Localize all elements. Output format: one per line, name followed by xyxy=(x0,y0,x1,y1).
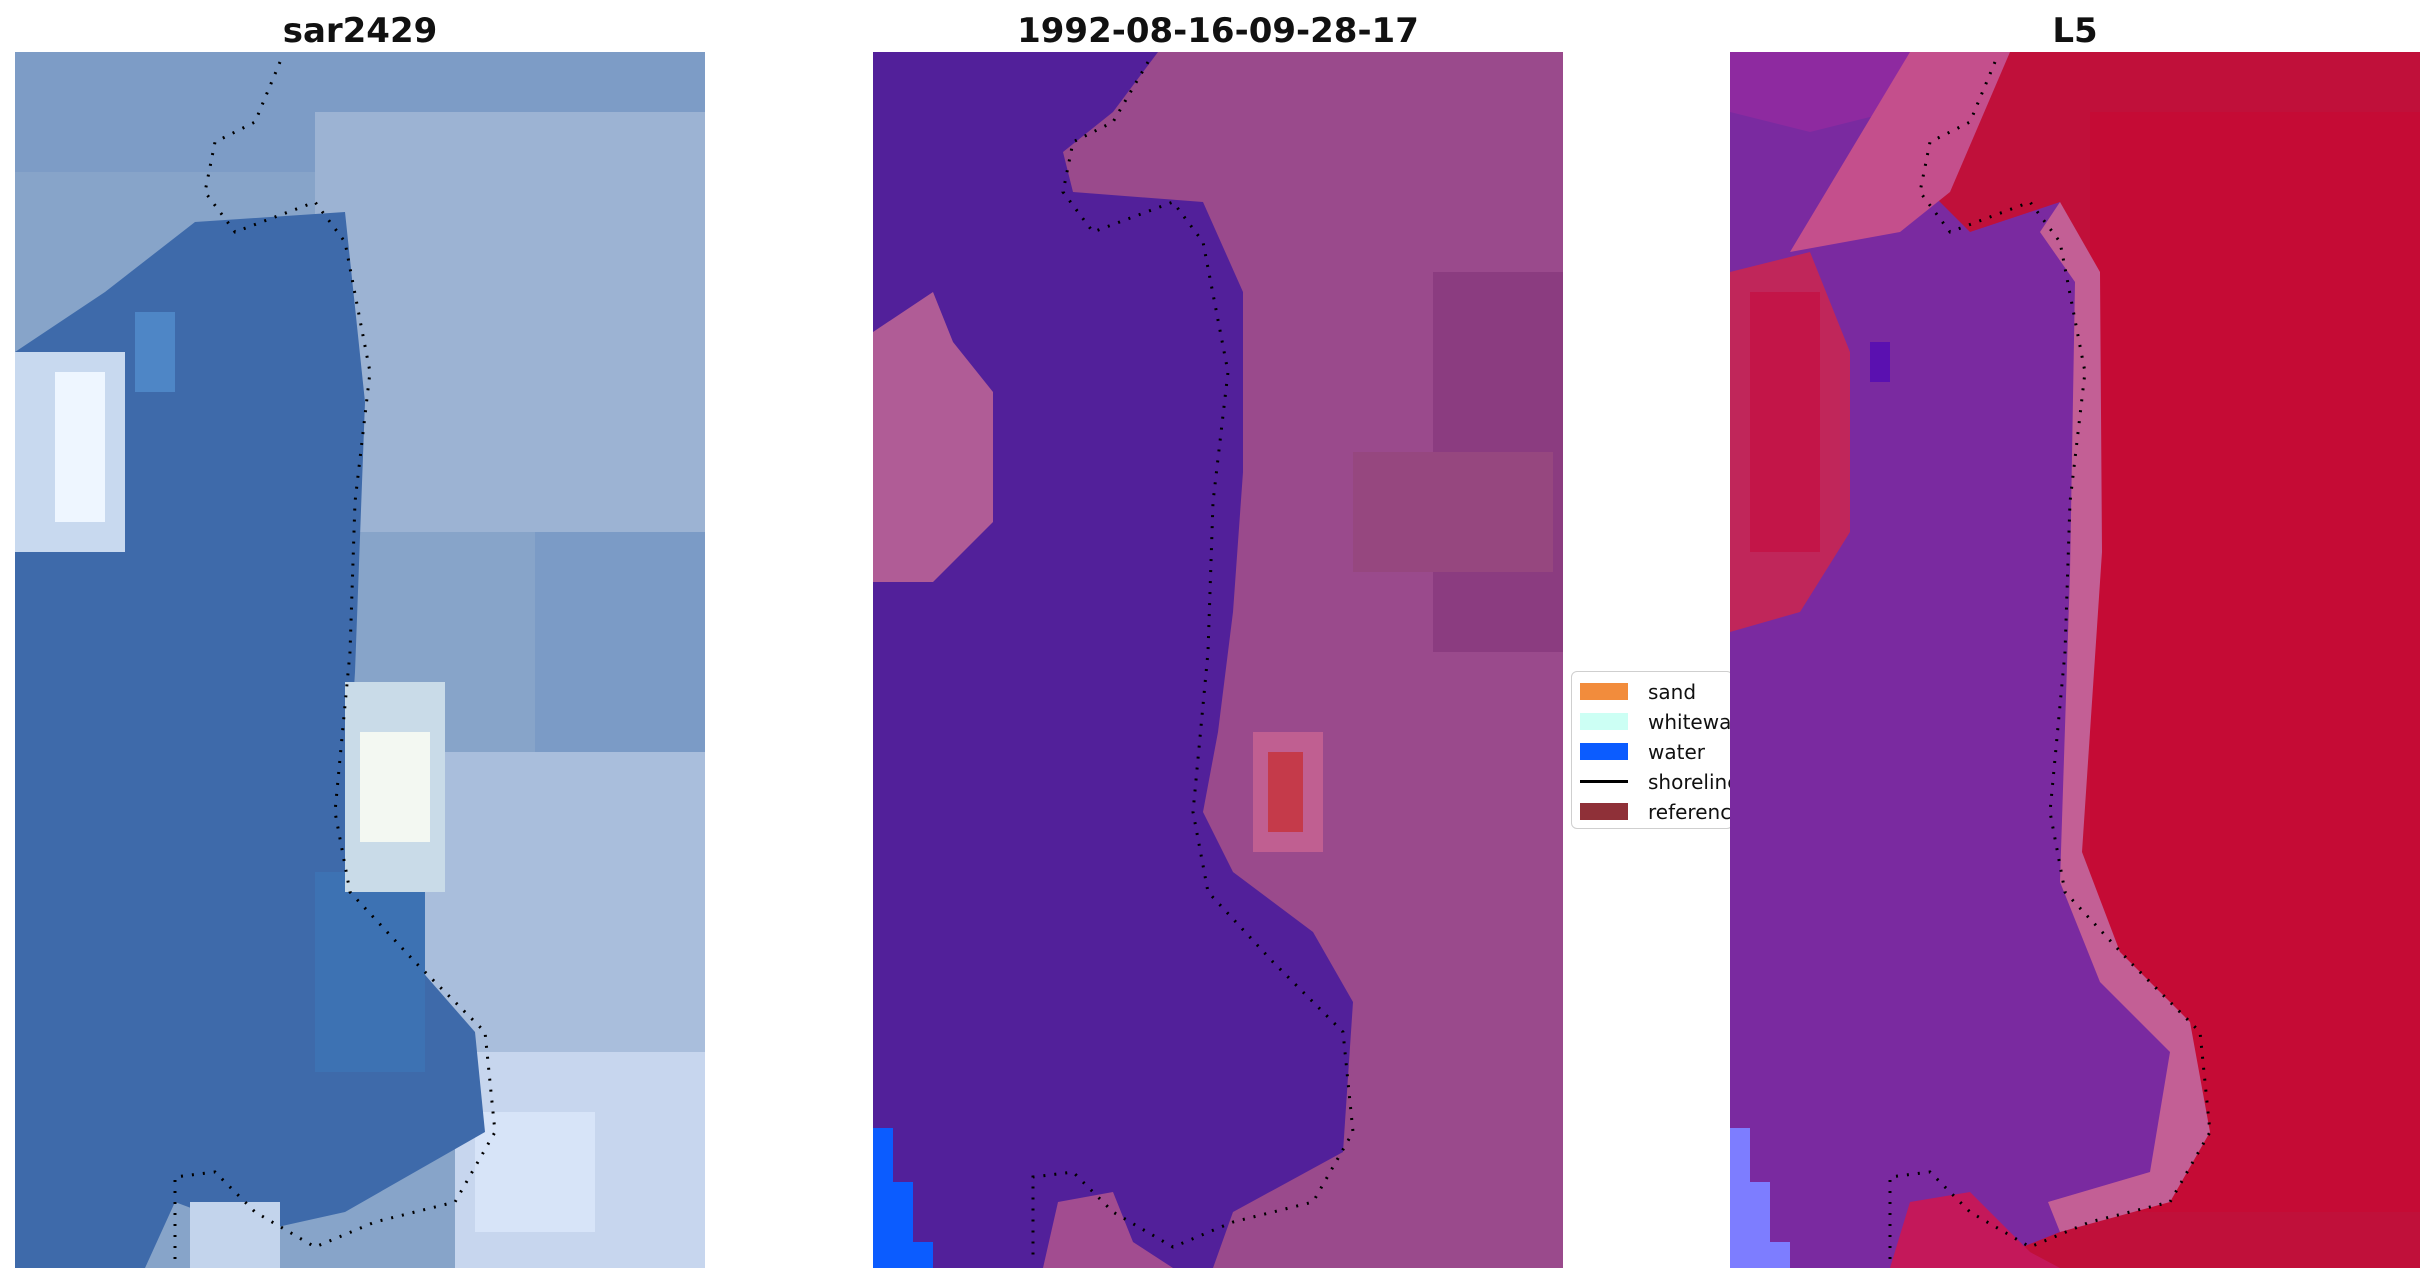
panel-title-classification: 1992-08-16-09-28-17 xyxy=(1017,11,1419,51)
legend: sand whitewater water shoreline referenc… xyxy=(1571,671,1760,829)
legend-label-reference: reference xyxy=(1648,800,1744,824)
legend-label-water: water xyxy=(1648,740,1705,764)
rgb-image-panel xyxy=(15,52,705,1268)
legend-label-sand: sand xyxy=(1648,680,1697,704)
panel-title-index: L5 xyxy=(2052,11,2098,51)
legend-label-shoreline: shoreline xyxy=(1648,770,1740,794)
legend-swatch-water xyxy=(1580,743,1628,760)
rgb-image xyxy=(15,52,705,1268)
index-image xyxy=(1730,52,2420,1268)
legend-swatch-whitewater xyxy=(1580,713,1628,730)
legend-swatch-shoreline xyxy=(1580,780,1628,783)
panel-title-sar: sar2429 xyxy=(282,11,438,51)
index-panel xyxy=(1730,52,2420,1268)
legend-swatch-reference xyxy=(1580,803,1628,820)
classification-panel xyxy=(873,52,1563,1268)
classification-image xyxy=(873,52,1563,1268)
legend-swatch-sand xyxy=(1580,683,1628,700)
